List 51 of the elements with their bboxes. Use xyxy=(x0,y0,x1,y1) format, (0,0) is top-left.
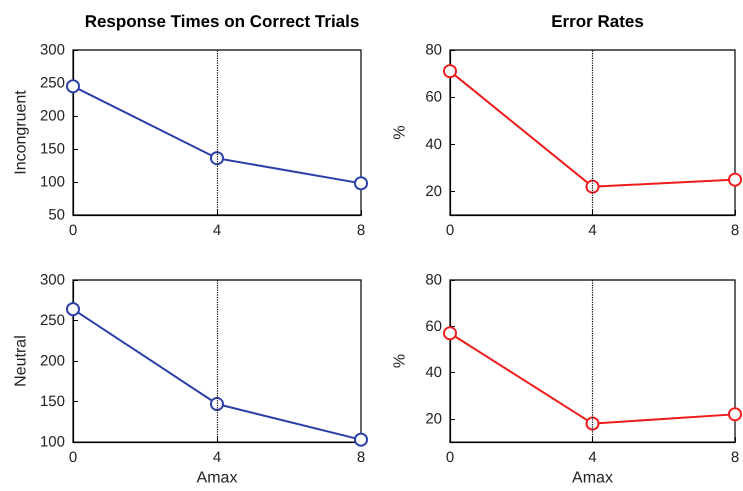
y-tick-label: 300 xyxy=(40,272,65,288)
point xyxy=(586,180,600,194)
y-axis-title: % xyxy=(392,125,408,140)
x-tick-label: 8 xyxy=(356,449,366,466)
x-tick-label: 8 xyxy=(356,222,366,239)
y-tick-label: 20 xyxy=(425,182,442,200)
y-tick-label: 200 xyxy=(40,108,65,124)
x-tick-label: 8 xyxy=(730,222,740,239)
y-axis-title: % xyxy=(392,354,408,368)
y-tick-label: 80 xyxy=(425,272,442,288)
point xyxy=(586,416,600,431)
y-tick-label: 60 xyxy=(425,88,442,106)
y-tick-label: 250 xyxy=(40,74,65,92)
x-tick-label: 0 xyxy=(68,449,78,466)
point xyxy=(728,407,742,422)
point xyxy=(66,79,80,94)
point xyxy=(354,432,368,447)
y-tick-label: 100 xyxy=(40,434,65,451)
x-tick-label: 4 xyxy=(588,449,597,466)
y-axis-title: Neutral xyxy=(12,335,30,387)
point xyxy=(728,172,742,187)
point xyxy=(443,326,457,340)
y-tick-label: 20 xyxy=(425,410,442,428)
x-axis-title: Amax xyxy=(196,470,238,486)
y-tick-label: 200 xyxy=(40,352,65,370)
y-tick-label: 40 xyxy=(425,136,442,153)
x-tick-label: 0 xyxy=(68,222,78,239)
y-tick-label: 250 xyxy=(40,312,65,330)
y-tick-label: 100 xyxy=(40,174,65,190)
x-tick-label: 0 xyxy=(446,222,454,239)
chart-title: Error Rates xyxy=(551,12,644,31)
point xyxy=(66,302,80,316)
x-tick-label: 0 xyxy=(446,449,454,466)
y-tick-label: 40 xyxy=(425,364,442,382)
x-tick-label: 4 xyxy=(212,449,222,466)
x-tick-label: 4 xyxy=(588,222,597,239)
point xyxy=(443,64,457,78)
y-tick-label: 80 xyxy=(425,42,442,58)
point xyxy=(210,151,224,166)
x-axis-title: Amax xyxy=(572,470,613,486)
chart-title: Response Times on Correct Trials xyxy=(84,12,360,31)
y-tick-label: 150 xyxy=(40,140,65,158)
point xyxy=(210,397,224,412)
y-axis-title: Incongruent xyxy=(12,90,30,175)
y-tick-label: 300 xyxy=(40,42,65,58)
y-tick-label: 150 xyxy=(40,393,65,410)
y-tick-label: 60 xyxy=(425,318,442,335)
y-tick-label: 50 xyxy=(48,206,65,224)
x-tick-label: 4 xyxy=(212,222,222,239)
point xyxy=(354,176,368,190)
x-tick-label: 8 xyxy=(730,449,740,466)
